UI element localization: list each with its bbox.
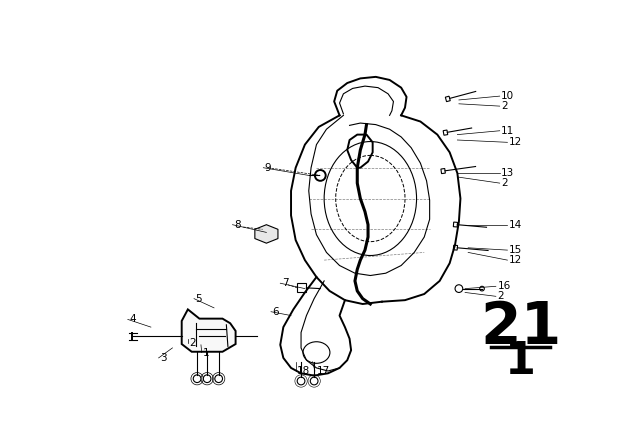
Text: 14: 14 — [509, 220, 522, 230]
Text: 13: 13 — [501, 168, 515, 178]
Text: 2: 2 — [501, 178, 508, 188]
Text: 9: 9 — [265, 163, 271, 173]
Text: 4: 4 — [129, 314, 136, 324]
Circle shape — [480, 286, 484, 291]
Polygon shape — [453, 245, 458, 250]
Circle shape — [215, 375, 223, 383]
Text: 2: 2 — [501, 101, 508, 111]
Text: 3: 3 — [160, 353, 167, 363]
Text: 6: 6 — [273, 307, 279, 317]
Polygon shape — [182, 310, 236, 352]
Polygon shape — [297, 283, 307, 293]
Text: 17: 17 — [316, 366, 330, 376]
Text: 12: 12 — [509, 255, 522, 265]
Text: 16: 16 — [497, 281, 511, 291]
Text: 11: 11 — [501, 126, 515, 136]
Polygon shape — [453, 222, 458, 227]
Text: 18: 18 — [297, 366, 310, 376]
Text: 5: 5 — [196, 293, 202, 304]
Text: 2: 2 — [189, 337, 196, 348]
Text: 7: 7 — [282, 278, 289, 288]
Circle shape — [455, 285, 463, 293]
Polygon shape — [443, 130, 448, 135]
Polygon shape — [441, 168, 445, 174]
Circle shape — [204, 375, 211, 383]
Text: 10: 10 — [501, 91, 515, 101]
Text: 21: 21 — [480, 299, 561, 356]
Polygon shape — [445, 96, 451, 102]
Circle shape — [193, 375, 201, 383]
Circle shape — [310, 377, 318, 385]
Text: 8: 8 — [234, 220, 241, 230]
Circle shape — [297, 377, 305, 385]
Text: 2: 2 — [497, 291, 504, 302]
Text: 1: 1 — [204, 348, 210, 358]
Text: 15: 15 — [509, 245, 522, 255]
Text: 12: 12 — [509, 137, 522, 147]
Circle shape — [315, 170, 326, 181]
Polygon shape — [255, 225, 278, 243]
Text: 1: 1 — [505, 340, 536, 383]
